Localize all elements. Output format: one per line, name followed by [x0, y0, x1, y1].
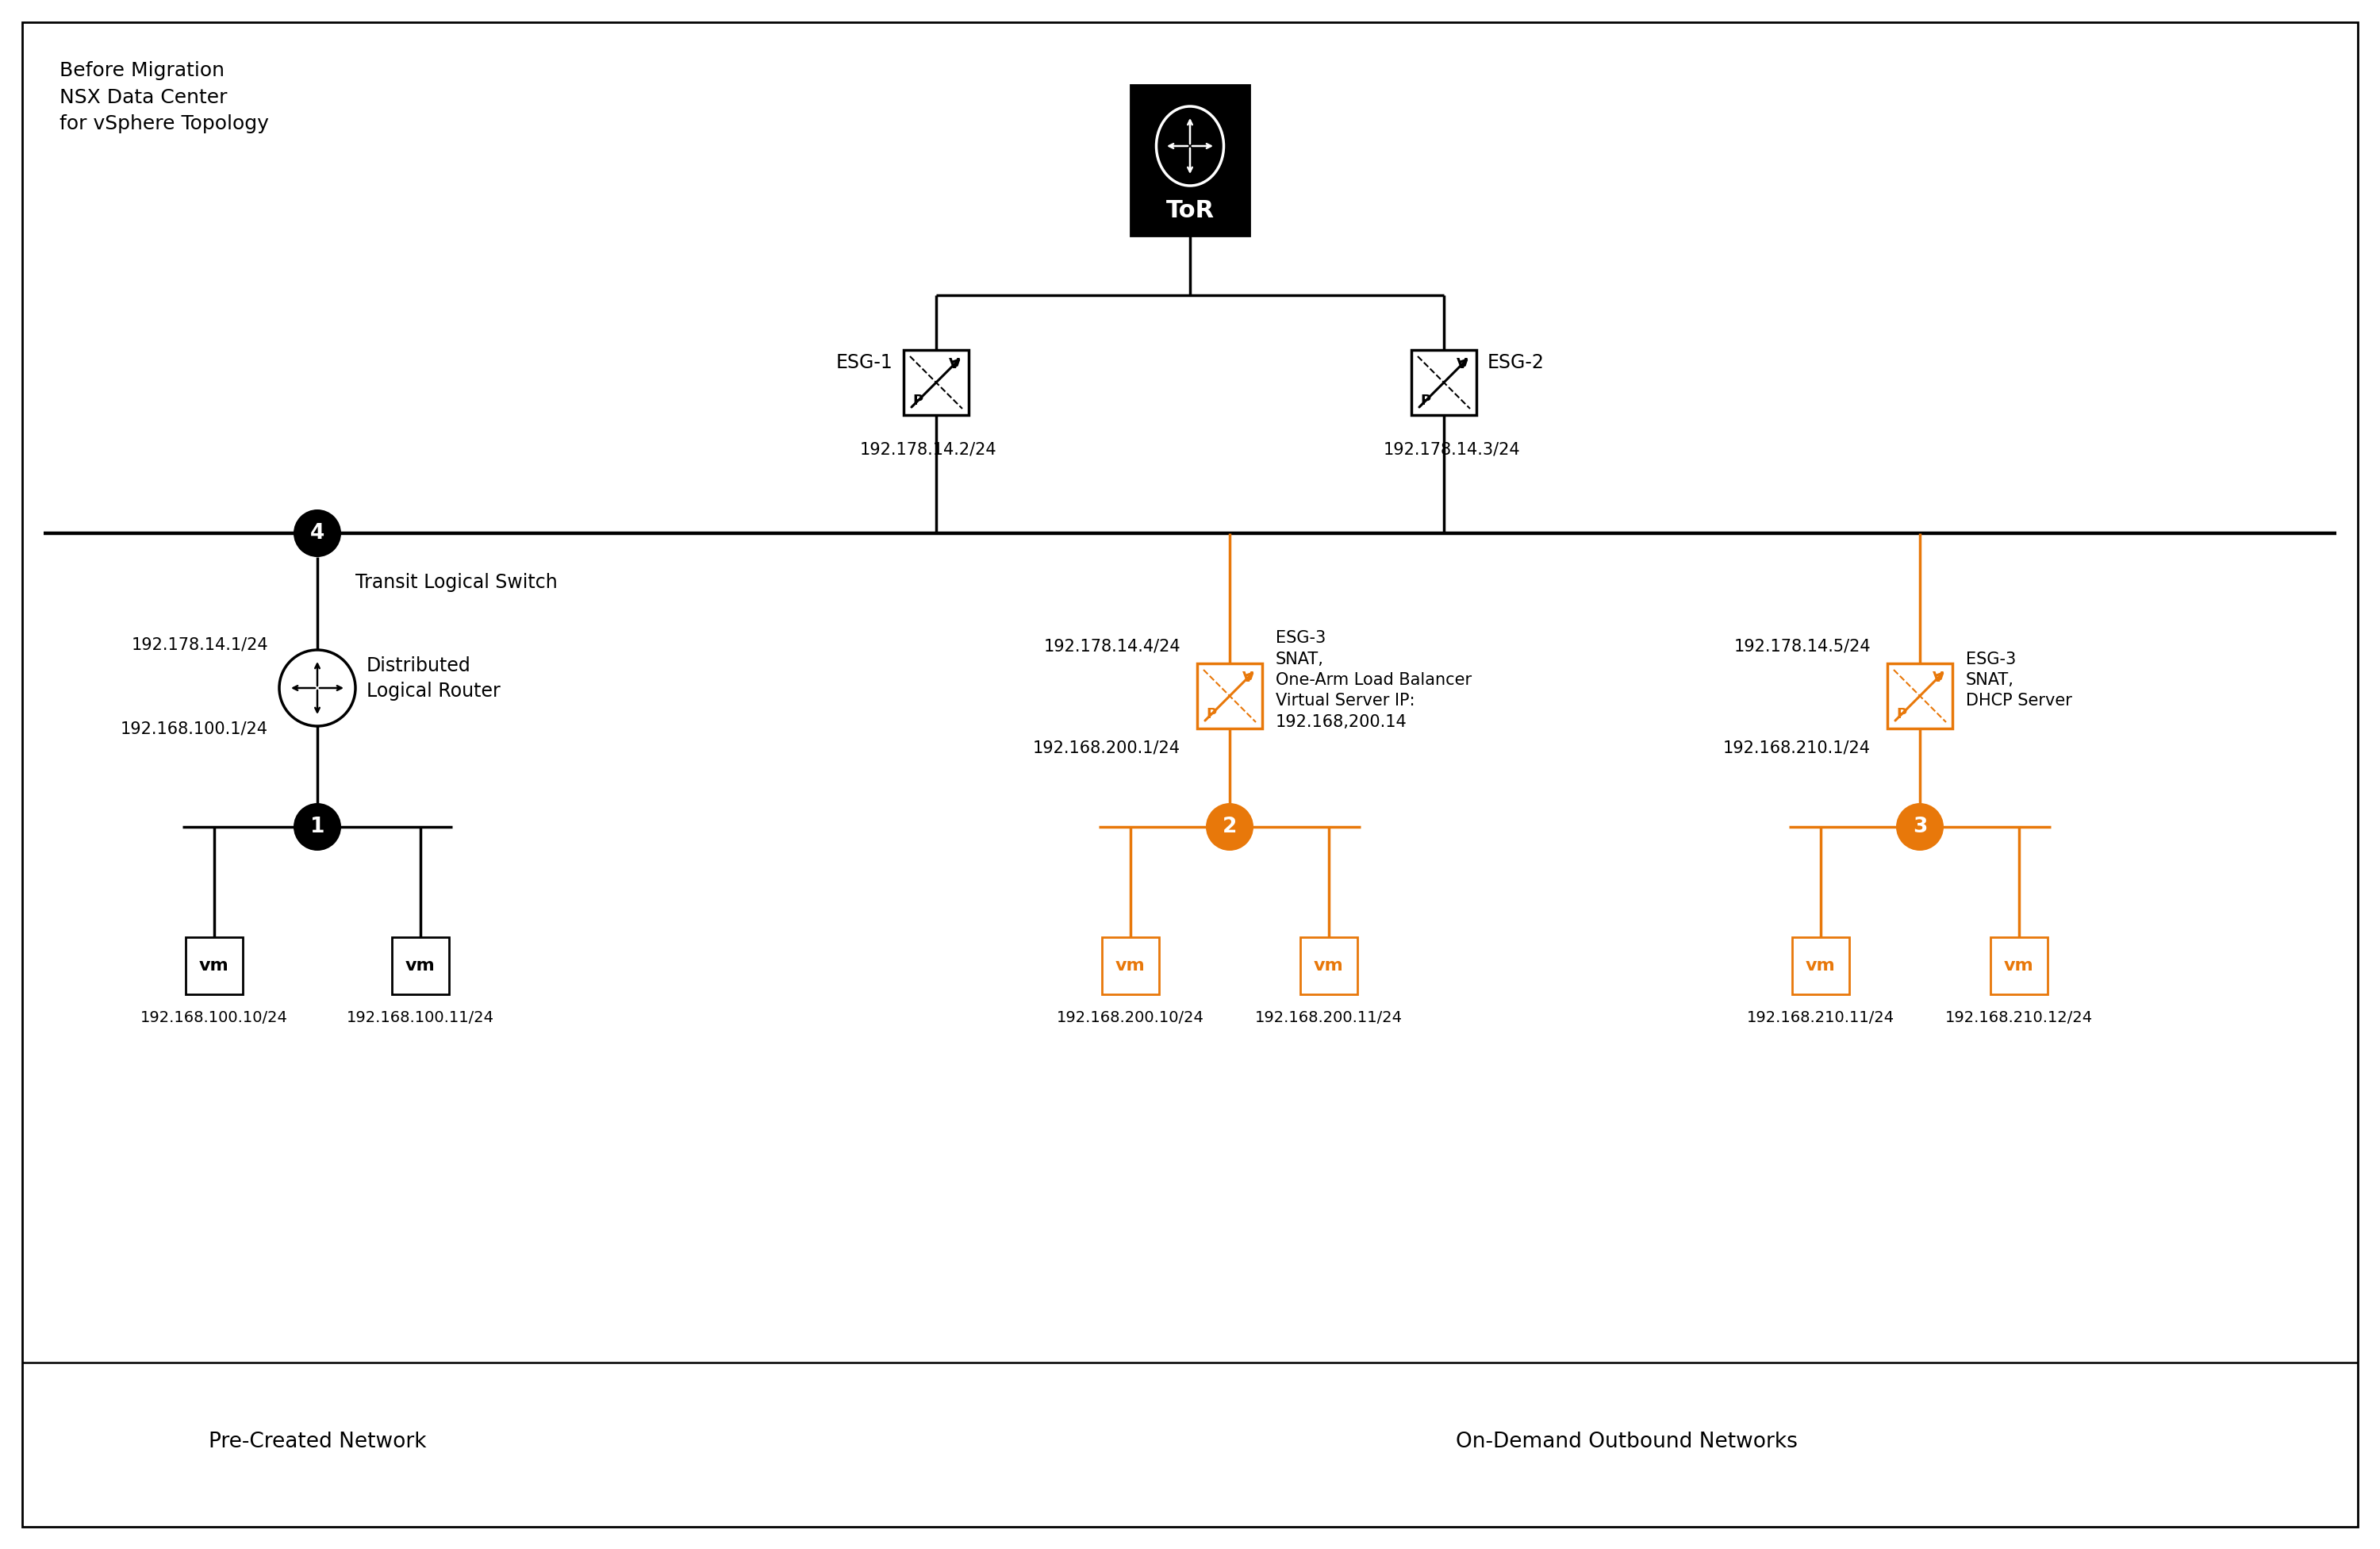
Text: P: P	[912, 393, 923, 407]
Text: Transit Logical Switch: Transit Logical Switch	[355, 573, 557, 592]
Circle shape	[1207, 802, 1254, 850]
Text: 192.178.14.1/24: 192.178.14.1/24	[131, 637, 269, 652]
Text: P: P	[1421, 393, 1430, 407]
Text: 192.168.100.10/24: 192.168.100.10/24	[140, 1010, 288, 1025]
Text: 192.168.210.1/24: 192.168.210.1/24	[1723, 739, 1871, 756]
Text: 192.178.14.3/24: 192.178.14.3/24	[1383, 441, 1521, 459]
Text: 192.178.14.2/24: 192.178.14.2/24	[859, 441, 997, 459]
Text: Distributed
Logical Router: Distributed Logical Router	[367, 657, 500, 700]
Bar	[1197, 663, 1261, 728]
Text: V: V	[1457, 358, 1468, 372]
Bar	[1130, 85, 1250, 235]
Circle shape	[293, 802, 340, 850]
Text: 192.168.200.11/24: 192.168.200.11/24	[1254, 1010, 1402, 1025]
Text: 192.168.210.11/24: 192.168.210.11/24	[1747, 1010, 1894, 1025]
Text: vm: vm	[1806, 957, 1835, 974]
Bar	[904, 350, 969, 415]
Bar	[1792, 937, 1849, 994]
Text: 192.178.14.5/24: 192.178.14.5/24	[1733, 638, 1871, 655]
Bar	[1299, 937, 1357, 994]
Text: ESG-2: ESG-2	[1488, 353, 1545, 372]
Text: ToR: ToR	[1166, 198, 1214, 222]
Text: 1: 1	[309, 816, 324, 836]
Text: vm: vm	[200, 957, 228, 974]
Bar	[393, 937, 450, 994]
Text: vm: vm	[405, 957, 436, 974]
Text: V: V	[1933, 671, 1944, 685]
Bar	[186, 937, 243, 994]
Text: 192.168.200.1/24: 192.168.200.1/24	[1033, 739, 1180, 756]
Bar	[1887, 663, 1952, 728]
Text: Before Migration
NSX Data Center
for vSphere Topology: Before Migration NSX Data Center for vSp…	[60, 60, 269, 133]
Text: 2: 2	[1223, 816, 1238, 836]
Text: 192.178.14.4/24: 192.178.14.4/24	[1042, 638, 1180, 655]
Text: Pre-Created Network: Pre-Created Network	[209, 1431, 426, 1453]
Text: V: V	[950, 358, 959, 372]
Text: 192.168.100.11/24: 192.168.100.11/24	[347, 1010, 495, 1025]
Text: 4: 4	[309, 524, 324, 544]
Text: vm: vm	[1314, 957, 1345, 974]
Text: 192.168.200.10/24: 192.168.200.10/24	[1057, 1010, 1204, 1025]
Circle shape	[293, 510, 340, 558]
Text: 192.168.210.12/24: 192.168.210.12/24	[1944, 1010, 2092, 1025]
Text: On-Demand Outbound Networks: On-Demand Outbound Networks	[1457, 1431, 1797, 1453]
Text: vm: vm	[2004, 957, 2035, 974]
Bar	[1102, 937, 1159, 994]
Text: vm: vm	[1116, 957, 1145, 974]
Text: P: P	[1897, 706, 1906, 722]
Bar	[1411, 350, 1476, 415]
Text: 192.168.100.1/24: 192.168.100.1/24	[121, 722, 269, 737]
Circle shape	[278, 651, 355, 726]
Text: ESG-1: ESG-1	[835, 353, 892, 372]
Bar	[1990, 937, 2047, 994]
Text: 3: 3	[1914, 816, 1928, 836]
Text: ESG-3
SNAT,
DHCP Server: ESG-3 SNAT, DHCP Server	[1966, 651, 2073, 709]
Circle shape	[1897, 802, 1944, 850]
Text: ESG-3
SNAT,
One-Arm Load Balancer
Virtual Server IP:
192.168,200.14: ESG-3 SNAT, One-Arm Load Balancer Virtua…	[1276, 630, 1471, 730]
Text: P: P	[1207, 706, 1216, 722]
Text: V: V	[1242, 671, 1254, 685]
